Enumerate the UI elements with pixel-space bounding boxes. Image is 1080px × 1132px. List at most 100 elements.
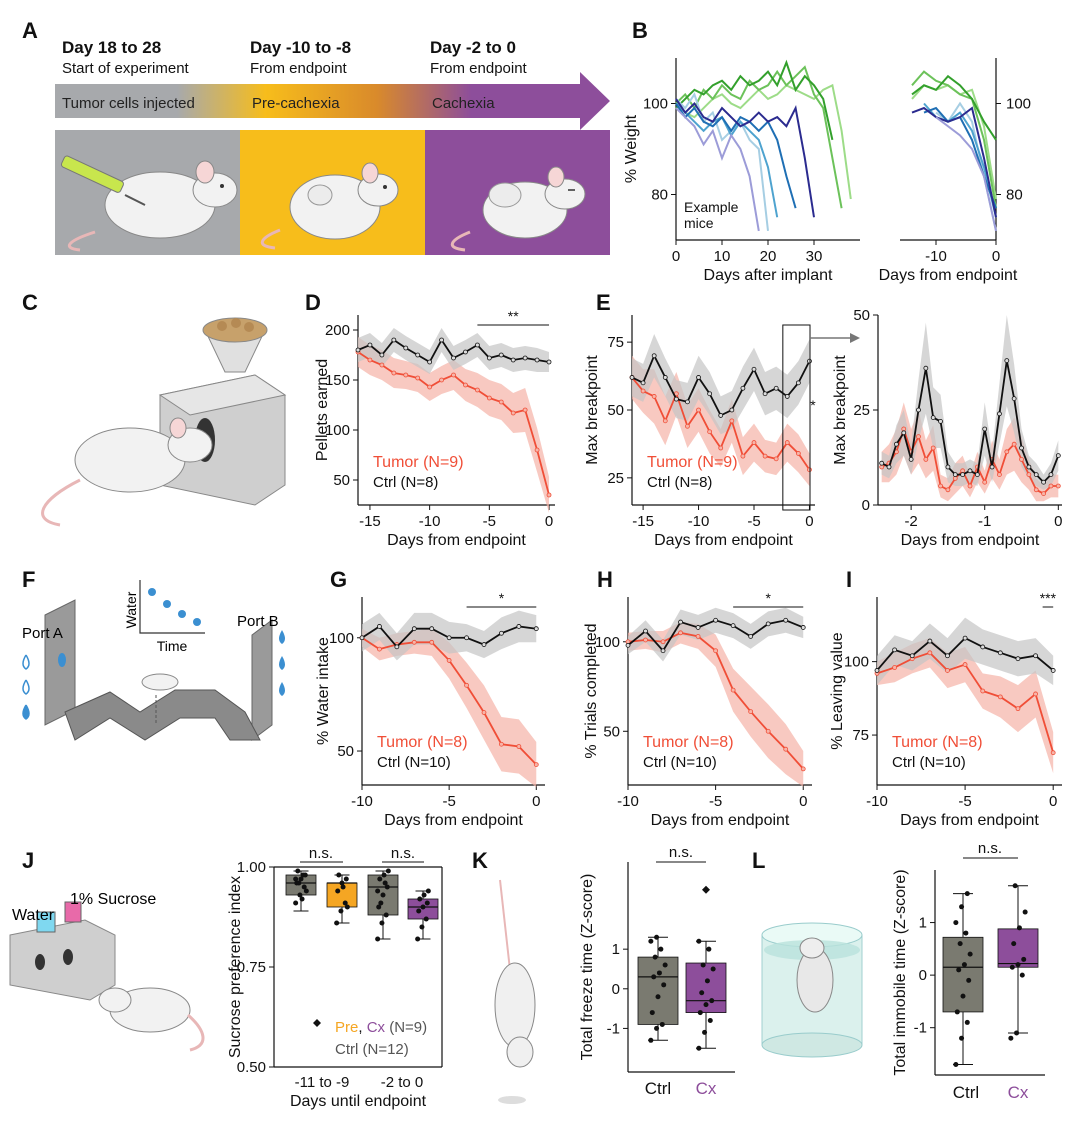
data-point — [336, 872, 342, 878]
chart-b-left: 0 10 20 30 80 100 Days after implant % Weight Ex… — [623, 58, 860, 284]
inset-y-label: Water — [123, 591, 139, 628]
data-point — [499, 741, 504, 747]
data-point — [655, 994, 661, 1000]
data-point — [963, 930, 969, 936]
data-point — [1016, 925, 1022, 931]
y-tick-label: 100 — [844, 654, 869, 671]
data-point — [886, 464, 892, 470]
data-point — [421, 892, 427, 898]
y-axis-label: % Water intake — [315, 637, 332, 745]
y-tick-label: 1 — [612, 941, 620, 958]
data-point — [375, 936, 381, 942]
data-point — [416, 908, 422, 914]
data-point — [807, 358, 812, 364]
data-point — [481, 710, 487, 715]
data-point — [343, 876, 349, 882]
data-point — [1009, 964, 1015, 970]
y-axis-label: % Weight — [623, 114, 640, 183]
chart-k: -1 0 1 Total freeze time (Z-score) Ctrl Cx n.s… — [579, 844, 735, 1098]
y-axis-label: Total immobile time (Z-score) — [892, 869, 909, 1075]
port-b-label: Port B — [237, 613, 279, 630]
mouse-weight-line — [675, 59, 834, 141]
data-point — [522, 355, 528, 361]
data-point — [629, 375, 635, 380]
data-point — [997, 472, 1002, 478]
legend-ctrl: Ctrl (N=8) — [647, 474, 712, 491]
data-point — [740, 453, 746, 459]
y-tick-label: 80 — [1006, 187, 1023, 204]
data-point — [293, 876, 299, 882]
x-axis-label: Days after implant — [704, 267, 833, 284]
stage2-heading: Day -10 to -8 — [250, 38, 352, 57]
data-point — [967, 468, 973, 474]
data-point — [713, 648, 719, 654]
significance-label: n.s. — [669, 844, 693, 861]
data-point — [383, 912, 389, 918]
data-point — [338, 908, 344, 914]
chart-i: -10 -5 0 75 100 Days from endpoint % Leaving v… — [829, 590, 1062, 829]
x-axis-label: Days until endpoint — [290, 1093, 427, 1110]
y-axis-label: Total freeze time (Z-score) — [579, 874, 596, 1061]
data-point — [916, 407, 921, 413]
data-point — [415, 375, 421, 381]
data-point — [894, 441, 899, 447]
data-point — [498, 399, 504, 405]
data-point — [546, 359, 552, 365]
x-tick-label: -10 — [351, 793, 373, 810]
data-point — [700, 962, 706, 968]
data-point — [927, 638, 933, 644]
data-point — [748, 633, 754, 639]
y-tick-label: 80 — [651, 187, 668, 204]
y-tick-label: 100 — [1006, 96, 1031, 113]
significance-label: * — [499, 590, 505, 606]
legend-ctrl: Ctrl (N=12) — [335, 1041, 409, 1058]
x-axis-label: Days from endpoint — [900, 812, 1039, 829]
data-point — [464, 682, 469, 688]
data-point — [1041, 491, 1046, 497]
water-bottle-icon — [36, 911, 56, 933]
data-point — [297, 892, 303, 898]
data-point — [382, 880, 388, 886]
data-point — [1033, 472, 1039, 478]
data-point — [446, 635, 452, 641]
data-point — [908, 456, 914, 462]
data-point — [718, 413, 724, 418]
data-point — [966, 977, 972, 983]
mouse-weight-line — [911, 106, 997, 218]
water-label: Water — [12, 907, 55, 924]
data-point — [960, 472, 966, 478]
x-tick-label: -2 — [904, 513, 917, 530]
series-band — [628, 622, 804, 787]
data-point — [710, 966, 716, 972]
mouse-weight-line — [675, 102, 797, 209]
water-drop-icon — [22, 654, 30, 670]
data-point — [643, 628, 648, 634]
data-point — [751, 440, 757, 445]
data-point — [685, 399, 690, 405]
arrow-label-precachexia: Pre-cachexia — [252, 95, 340, 112]
data-point — [1008, 1035, 1014, 1041]
data-point — [729, 418, 735, 424]
example-mice-label: Example — [684, 199, 739, 215]
data-point — [379, 352, 385, 358]
data-point — [730, 623, 736, 629]
data-point — [415, 352, 421, 358]
data-point — [1011, 396, 1017, 402]
data-point — [381, 872, 387, 878]
data-point — [303, 888, 309, 894]
significance-label: n.s. — [391, 845, 415, 862]
panel-label-f: F — [22, 567, 36, 592]
data-point — [420, 904, 426, 910]
data-point — [499, 630, 504, 636]
data-point — [956, 967, 962, 973]
x-axis-label: Days from endpoint — [901, 532, 1040, 549]
data-point — [909, 653, 915, 659]
data-point — [961, 962, 967, 968]
data-point — [340, 884, 346, 890]
data-point — [295, 868, 301, 874]
legend-tumor: Tumor (N=9) — [647, 454, 738, 471]
y-tick-label: 1.00 — [237, 859, 266, 876]
x-tick-label: 10 — [714, 248, 731, 265]
data-point — [662, 418, 668, 424]
series-band — [358, 337, 550, 513]
